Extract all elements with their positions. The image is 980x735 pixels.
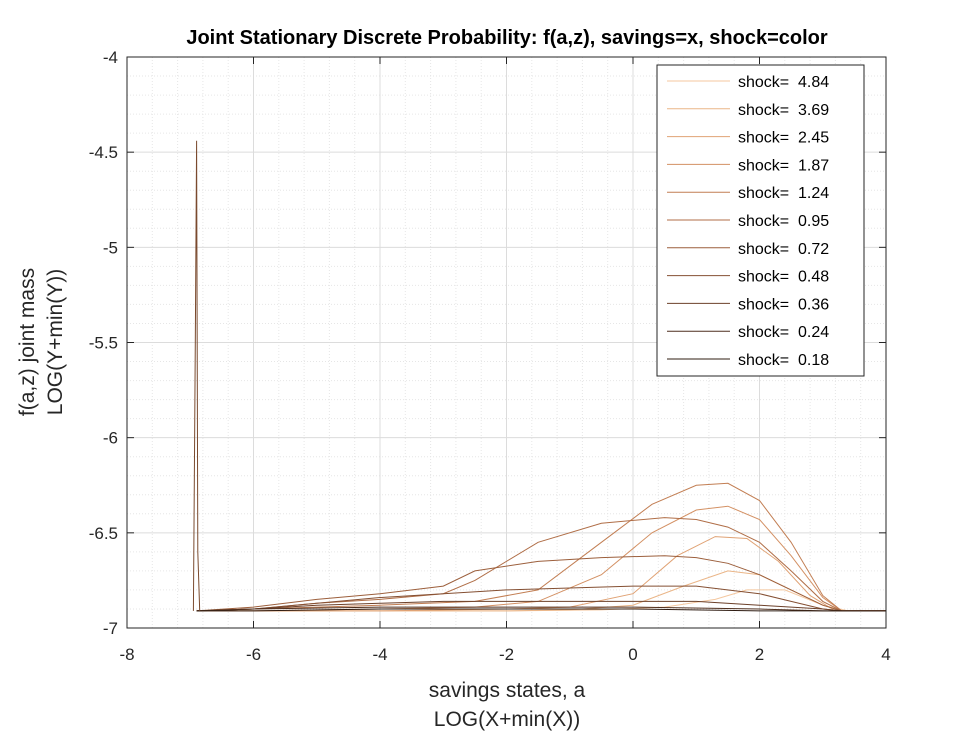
legend-label: shock= 0.95 (738, 213, 829, 230)
y-tick-label: -4.5 (89, 143, 118, 162)
series-line (196, 585, 886, 612)
series-layer (192, 140, 886, 612)
chart-title: Joint Stationary Discrete Probability: f… (186, 27, 828, 49)
legend-label: shock= 3.69 (738, 102, 829, 119)
legend-label: shock= 0.24 (738, 324, 829, 341)
y-tick-label: -5 (103, 238, 118, 257)
legend-label: shock= 0.18 (738, 352, 829, 369)
x-tick-label: -6 (246, 645, 261, 664)
y-tick-label: -6.5 (89, 524, 118, 543)
ticks-layer (126, 56, 887, 629)
legend-label: shock= 0.36 (738, 296, 829, 313)
series-line (196, 482, 886, 612)
x-tick-label: -2 (499, 645, 514, 664)
legend-label: shock= 2.45 (738, 130, 829, 147)
legend-label: shock= 1.87 (738, 157, 829, 174)
x-axis-label-line2: LOG(X+min(X)) (434, 708, 580, 731)
x-tick-label: 2 (755, 645, 764, 664)
legend-label: shock= 1.24 (738, 185, 829, 202)
y-tick-labels: -4 -4.5 -5 -5.5 -6 -6.5 -7 (89, 48, 118, 638)
y-tick-label: -4 (103, 48, 118, 67)
x-axis-label-line1: savings states, a (429, 679, 586, 702)
series-line (196, 600, 886, 612)
x-tick-label: 4 (881, 645, 890, 664)
spike-line (192, 140, 201, 611)
y-axis-label-line1: f(a,z) joint mass (16, 268, 39, 416)
x-tick-labels: -8 -6 -4 -2 0 2 4 (119, 645, 890, 664)
y-tick-label: -5.5 (89, 334, 118, 353)
series-line (196, 555, 886, 612)
legend-label: shock= 0.72 (738, 241, 829, 258)
x-tick-label: -4 (372, 645, 387, 664)
legend-label: shock= 4.84 (738, 74, 829, 91)
x-tick-label: 0 (628, 645, 637, 664)
legend-label: shock= 0.48 (738, 269, 829, 286)
series-line (196, 608, 886, 612)
y-axis-label-line2: LOG(Y+min(Y)) (44, 269, 67, 415)
series-line (196, 517, 886, 612)
legend: shock= 4.84 shock= 3.69 shock= 2.45 shock= … (656, 64, 865, 377)
y-tick-label: -6 (103, 429, 118, 448)
series-line (196, 536, 886, 612)
y-tick-label: -7 (103, 619, 118, 638)
x-tick-label: -8 (119, 645, 134, 664)
